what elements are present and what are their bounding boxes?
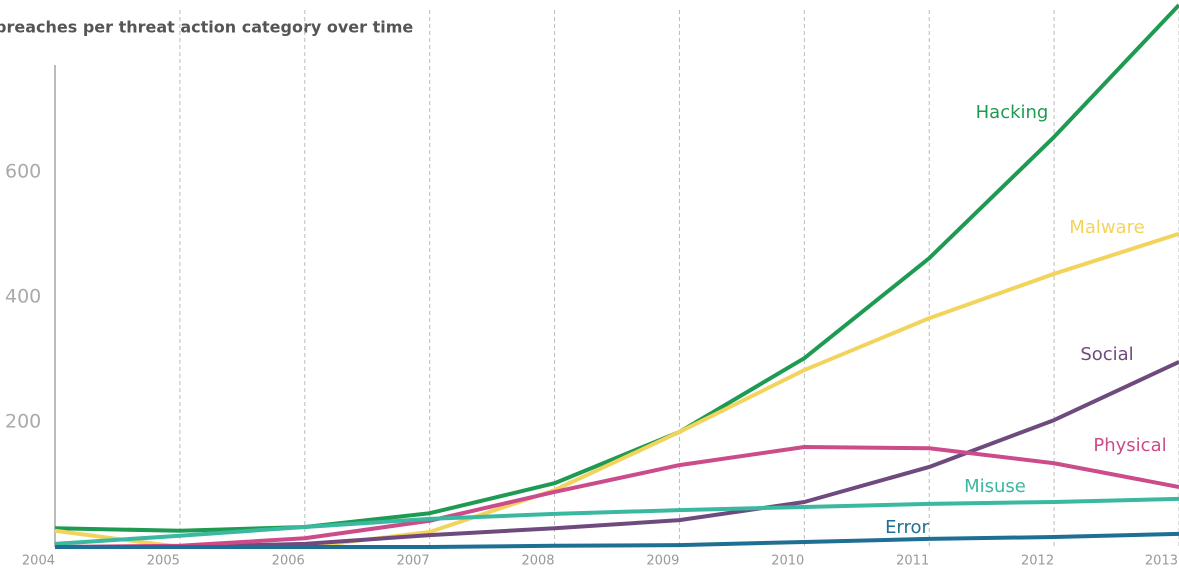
chart-title: breaches per threat action category over… [0,18,413,37]
series-line [54,496,1179,546]
x-tick-label: 2005 [147,554,180,569]
x-tick-label: 2008 [521,554,554,569]
x-tick-label: 2006 [272,554,305,569]
series-label: Error [885,517,929,538]
series-line [55,360,1179,549]
x-tick-label: 2012 [1021,554,1054,569]
series-label: Misuse [964,476,1026,497]
series-line [54,231,1179,549]
series-line [55,531,1179,549]
y-tick-label: 600 [5,160,41,182]
x-tick-label: 2010 [771,554,804,569]
x-tick-label: 2007 [397,554,430,569]
series-label: Hacking [976,102,1049,123]
x-tick-label: 2013 [1145,554,1178,569]
y-tick-label: 400 [5,285,41,307]
x-tick-label: 2009 [646,554,679,569]
series-line [54,444,1179,549]
x-tick-label: 2011 [896,554,929,569]
y-tick-label: 200 [5,410,41,432]
series-label: Malware [1069,217,1144,238]
series-label: Physical [1093,435,1166,456]
x-tick-label: 2004 [22,554,55,569]
series-line [54,3,1179,533]
series-label: Social [1080,344,1133,365]
